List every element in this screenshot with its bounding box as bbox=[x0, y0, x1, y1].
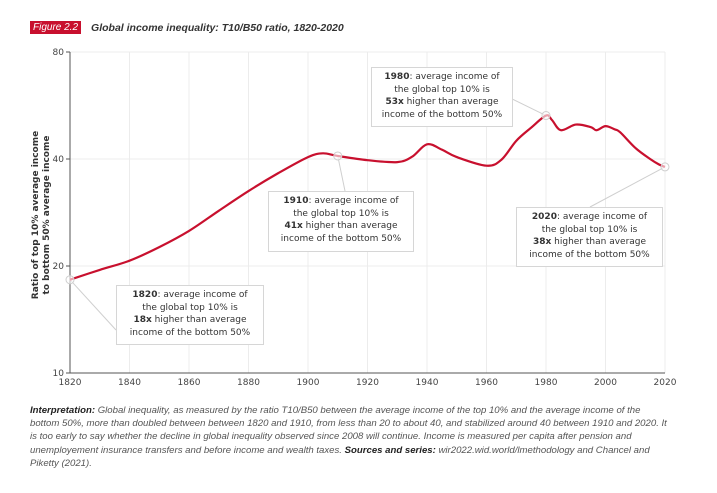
x-tick-label: 1820 bbox=[59, 378, 82, 388]
annotation-1820: 1820: average income of the global top 1… bbox=[116, 285, 264, 345]
series-line bbox=[69, 114, 666, 281]
y-axis-label-line1: Ratio of top 10% average income bbox=[31, 131, 41, 299]
x-tick-label: 1940 bbox=[416, 378, 439, 388]
y-tick-label: 10 bbox=[53, 369, 65, 379]
x-tick-label: 1980 bbox=[535, 378, 558, 388]
x-tick-label: 1880 bbox=[237, 378, 260, 388]
annotation-marker bbox=[333, 151, 343, 161]
x-tick-label: 1920 bbox=[356, 378, 379, 388]
x-tick-label: 1840 bbox=[118, 378, 141, 388]
annotation-year: 1820 bbox=[132, 290, 158, 300]
y-tick-label: 40 bbox=[53, 155, 65, 165]
annotation-marker bbox=[541, 111, 551, 121]
annotation-marker bbox=[660, 162, 670, 172]
x-tick-label: 2020 bbox=[654, 378, 677, 388]
annotation-leader bbox=[337, 155, 346, 192]
x-tick-label: 2000 bbox=[594, 378, 617, 388]
annotation-1980: 1980: average income of the global top 1… bbox=[371, 67, 513, 127]
annotation-marker bbox=[65, 275, 75, 285]
y-tick-label: 80 bbox=[53, 48, 65, 58]
figure-header: Figure 2.2 Global income inequality: T10… bbox=[30, 21, 344, 34]
interpretation-text: Interpretation: Global inequality, as me… bbox=[30, 405, 667, 469]
x-tick-label: 1860 bbox=[178, 378, 201, 388]
annotation-2020: 2020: average income of the global top 1… bbox=[516, 207, 663, 267]
y-axis-label-line2: to bottom 50% average income bbox=[42, 136, 52, 295]
annotation-leader bbox=[589, 166, 666, 208]
chart-title: Global income inequality: T10/B50 ratio,… bbox=[91, 21, 344, 34]
x-tick-label: 1900 bbox=[297, 378, 320, 388]
annotation-leader bbox=[69, 279, 117, 331]
y-tick-label: 20 bbox=[53, 262, 65, 272]
figure-label: Figure 2.2 bbox=[30, 21, 82, 34]
annotation-1910: 1910: average income of the global top 1… bbox=[268, 191, 414, 252]
x-tick-label: 1960 bbox=[475, 378, 498, 388]
